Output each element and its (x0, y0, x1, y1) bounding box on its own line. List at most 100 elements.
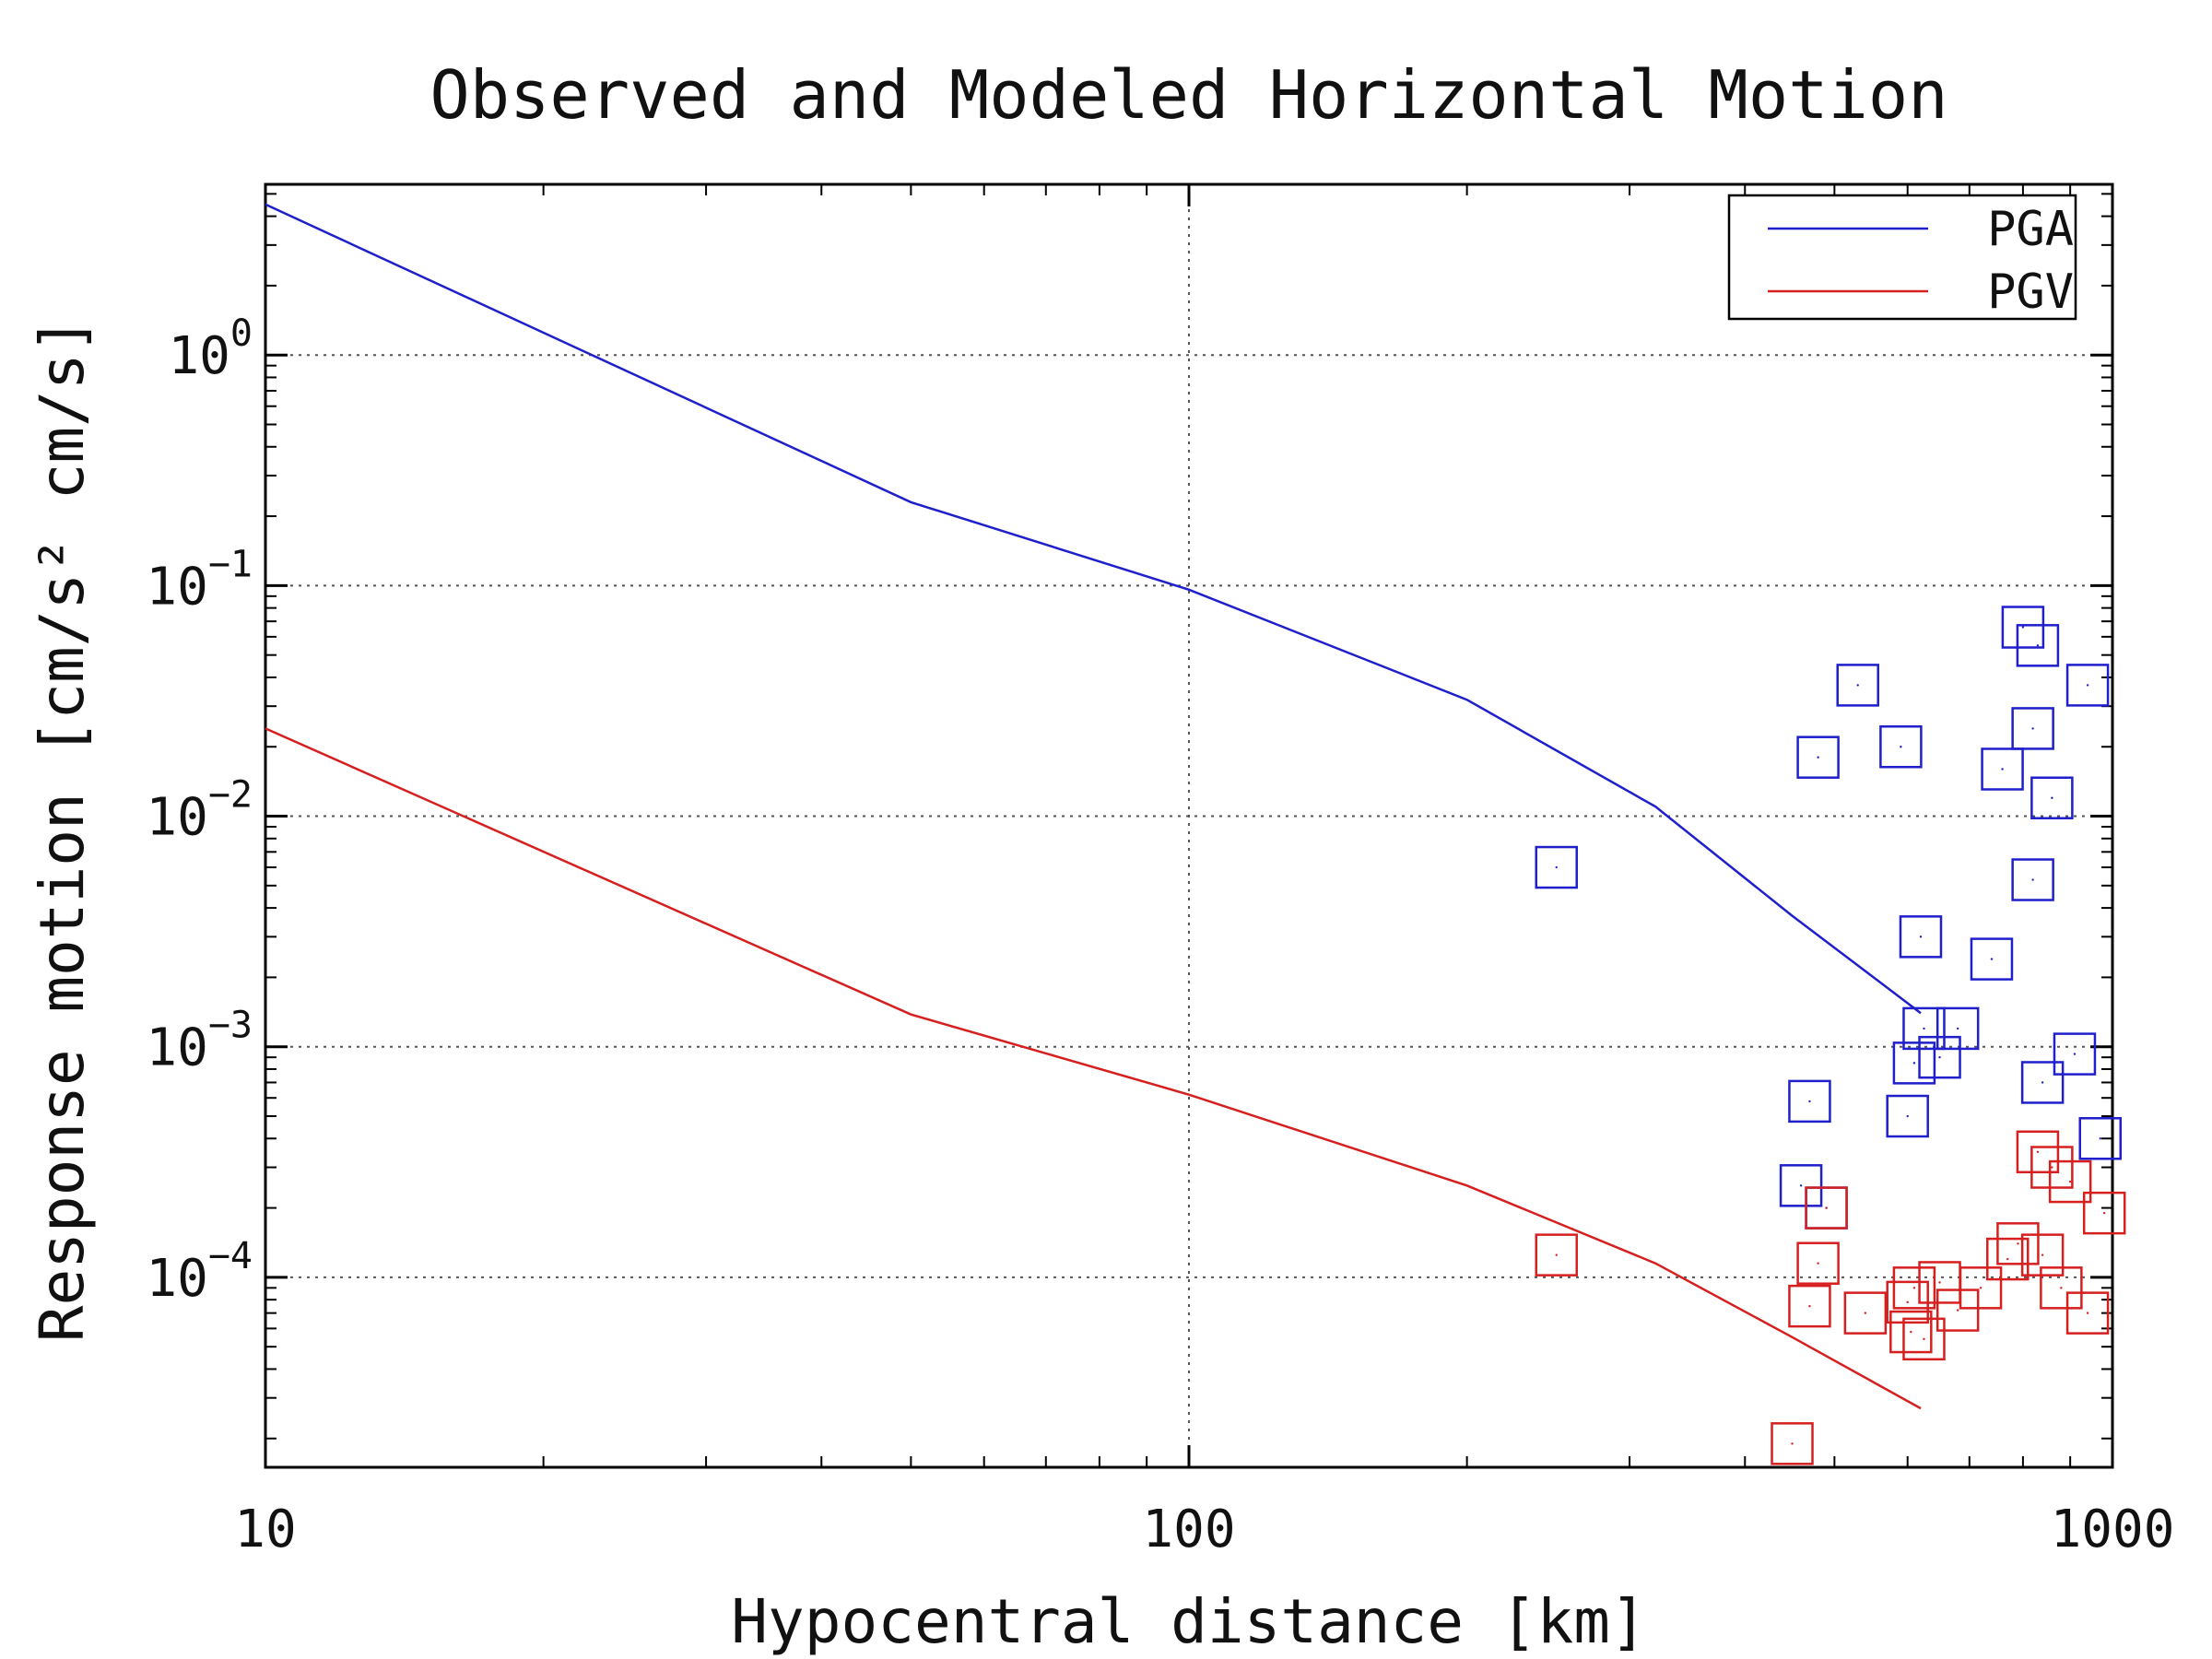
data-point-marker (1889, 1310, 1933, 1354)
legend-label: PGV (1987, 265, 2074, 320)
data-point-center (1808, 1100, 1811, 1103)
data-point-marker (2016, 624, 2060, 667)
data-point-marker (1996, 1222, 2040, 1265)
data-point-marker (2065, 664, 2110, 707)
data-point-center (2051, 1166, 2053, 1169)
data-point-center (1817, 756, 1819, 759)
grid-lines (265, 184, 2112, 1467)
data-point-center (2006, 1257, 2009, 1261)
data-point-marker (1796, 735, 1840, 779)
x-axis-label: Hypocentral distance [km] (731, 1586, 1646, 1657)
data-point-center (1938, 1055, 1941, 1059)
data-point-marker (1796, 1241, 1840, 1285)
data-point-center (2021, 626, 2025, 629)
data-point-marker (1970, 937, 2014, 981)
data-point-marker (1771, 1422, 1814, 1465)
data-point-marker (1535, 845, 1578, 889)
y-tick-label: 10−4 (146, 1235, 253, 1309)
data-point-center (1900, 746, 1902, 748)
data-point-marker (1805, 1186, 1848, 1230)
y-tick-label: 100 (168, 312, 253, 386)
data-point-center (1555, 1253, 1558, 1256)
data-point-marker (1936, 1288, 1980, 1332)
data-point-center (1912, 1287, 1916, 1289)
y-tick-labels: 100 10−1 10−2 10−3 10−4 (146, 312, 253, 1309)
data-point-marker (2030, 1146, 2074, 1189)
data-point-center (2001, 768, 2004, 771)
y-tick-label: 10−3 (146, 1005, 253, 1078)
data-point-marker (2016, 1130, 2060, 1174)
series-line (265, 203, 1922, 1015)
data-point-center (1864, 1312, 1867, 1314)
legend: PGA PGV (1727, 194, 2077, 321)
data-point-marker (2011, 858, 2054, 901)
data-point-center (1990, 958, 1994, 960)
data-point-center (1956, 1027, 1959, 1030)
y-axis-label: Response motion [cm/s² cm/s] (27, 317, 98, 1343)
data-point-marker (1902, 1006, 1946, 1051)
data-point-center (2051, 796, 2053, 799)
data-point-marker (1918, 1035, 1961, 1079)
data-point-center (1923, 1027, 1925, 1030)
data-point-center (2041, 1081, 2044, 1084)
data-point-marker (2020, 1061, 2065, 1104)
data-point-marker (1788, 1079, 1831, 1124)
data-point-center (1906, 1300, 1909, 1304)
data-point-marker (1986, 1237, 2030, 1281)
data-point-marker (1535, 1233, 1578, 1277)
data-point-marker (2001, 606, 2045, 649)
data-point-center (2041, 1253, 2044, 1256)
data-point-marker (1892, 1041, 1936, 1085)
data-point-center (2099, 1137, 2101, 1140)
data-point-marker (2048, 1159, 2092, 1204)
data-point-center (1938, 1281, 1941, 1284)
data-point-center (1817, 1262, 1819, 1265)
data-point-center (1825, 1206, 1828, 1209)
chart-title: Observed and Modeled Horizontal Motion (429, 56, 1947, 134)
data-point-marker (1836, 664, 1879, 707)
data-point-center (1919, 935, 1923, 938)
data-point-marker (2030, 776, 2074, 819)
legend-label: PGA (1987, 202, 2074, 257)
data-point-center (1906, 1114, 1909, 1118)
data-point-center (2060, 1287, 2063, 1289)
y-tick-label: 10−1 (146, 543, 253, 617)
data-point-marker (1902, 1317, 1946, 1361)
data-point-center (1808, 1304, 1811, 1308)
data-point-center (2031, 878, 2034, 881)
data-point-center (1910, 1330, 1912, 1334)
data-point-center (2017, 1242, 2019, 1245)
data-point-center (2103, 1211, 2106, 1215)
data-point-center (1791, 1442, 1794, 1445)
data-point-marker (1886, 1094, 1929, 1138)
data-point-marker (2082, 1191, 2126, 1235)
data-point-marker (1779, 1164, 1823, 1207)
data-point-center (1856, 684, 1859, 687)
plot-frame (264, 182, 2114, 1469)
data-point-marker (1843, 1291, 1888, 1335)
data-point-center (2036, 644, 2040, 647)
data-point-center (1799, 1184, 1803, 1187)
data-point-marker (1892, 1266, 1936, 1310)
data-point-center (2086, 684, 2089, 687)
data-point-center (2036, 1150, 2040, 1153)
data-point-marker (1879, 724, 1923, 769)
data-point-marker (1899, 915, 1943, 959)
data-point-center (2068, 1180, 2072, 1183)
y-tick-label: 10−2 (146, 774, 253, 848)
data-point-center (1555, 865, 1558, 869)
data-point-marker (2078, 1117, 2122, 1160)
data-point-marker (2040, 1266, 2083, 1310)
data-point-center (2086, 1312, 2089, 1314)
data-point-center (2031, 727, 2034, 730)
data-point-center (1912, 1062, 1916, 1065)
x-tick-label: 10 (234, 1500, 296, 1559)
data-point-marker (2053, 1032, 2097, 1076)
x-tick-label: 1000 (2051, 1500, 2175, 1559)
data-point-center (1923, 1337, 1925, 1341)
data-point-marker (1788, 1284, 1831, 1328)
data-point-center (1956, 1309, 1959, 1312)
data-point-marker (1936, 1006, 1980, 1051)
data-point-marker (2065, 1291, 2110, 1335)
